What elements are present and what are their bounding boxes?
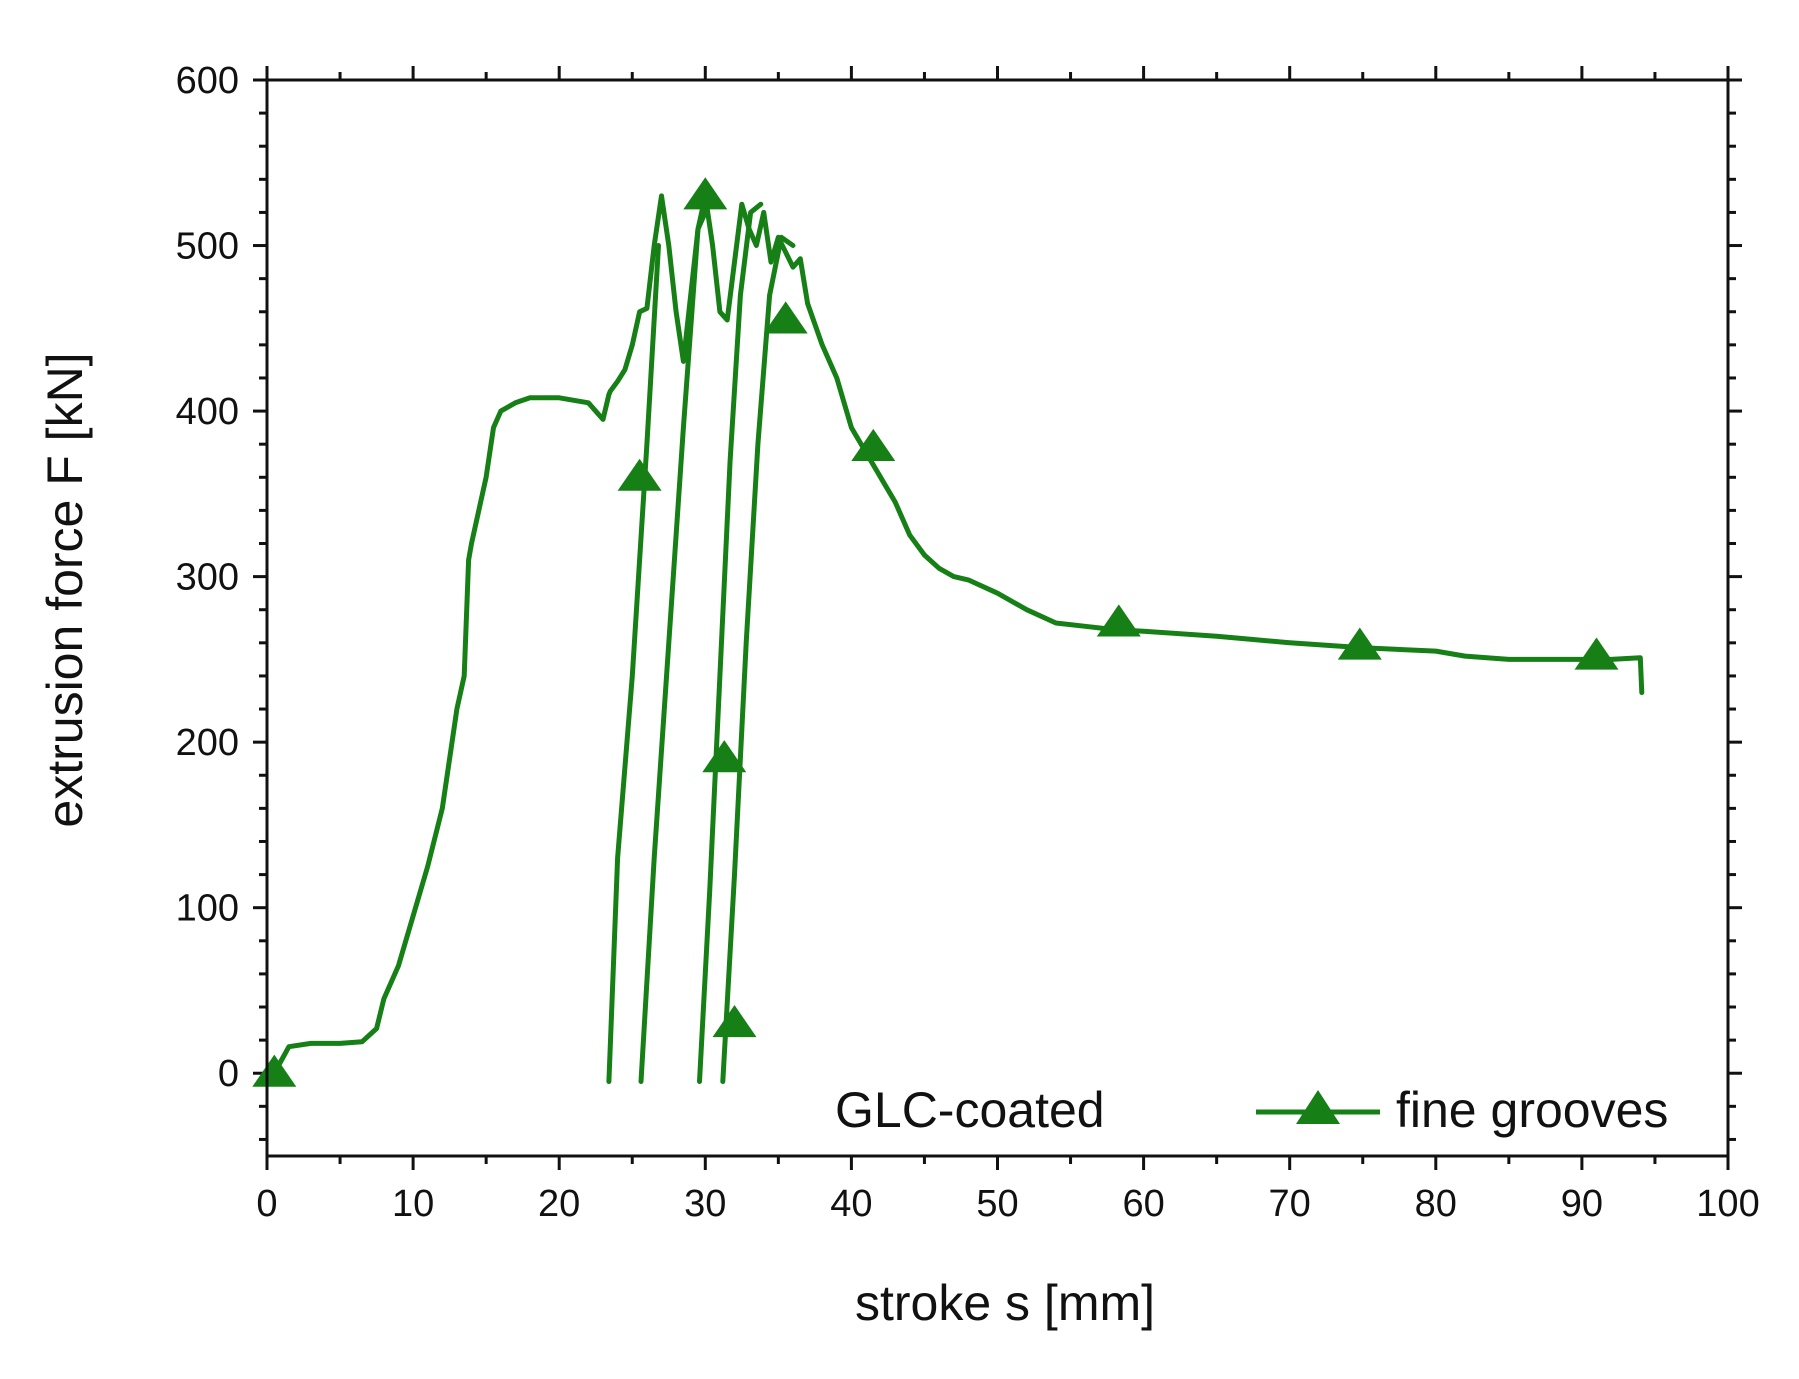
series-line-spike xyxy=(606,243,661,1084)
legend-label: fine grooves xyxy=(1396,1082,1668,1138)
triangle-marker xyxy=(712,1005,757,1038)
x-tick-label: 60 xyxy=(1122,1183,1164,1225)
triangle-marker xyxy=(1574,637,1619,670)
annotation-glc-coated: GLC-coated xyxy=(835,1082,1105,1138)
y-tick-label: 500 xyxy=(176,226,239,268)
series-line-spike xyxy=(697,201,764,1084)
data-markers xyxy=(252,177,1619,1087)
y-tick-label: 100 xyxy=(176,888,239,930)
x-tick-label: 50 xyxy=(976,1183,1018,1225)
x-tick-label: 100 xyxy=(1696,1183,1759,1225)
triangle-marker xyxy=(252,1054,297,1087)
x-tick-label: 70 xyxy=(1269,1183,1311,1225)
series-line-spike xyxy=(638,193,716,1084)
y-tick-label: 0 xyxy=(218,1053,239,1095)
x-axis-title: stroke s [mm] xyxy=(855,1275,1155,1331)
triangle-marker xyxy=(1096,604,1141,637)
triangle-marker xyxy=(851,428,896,461)
triangle-marker xyxy=(702,740,747,773)
series-line-fine-grooves xyxy=(264,193,1645,1076)
x-tick-label: 40 xyxy=(830,1183,872,1225)
legend: fine grooves xyxy=(1256,1082,1668,1138)
x-tick-label: 80 xyxy=(1415,1183,1457,1225)
plot-frame xyxy=(265,78,1730,1158)
x-tick-label: 10 xyxy=(392,1183,434,1225)
y-axis-title: extrusion force F [kN] xyxy=(37,352,93,827)
x-tick-label: 0 xyxy=(256,1183,277,1225)
x-tick-label: 30 xyxy=(684,1183,726,1225)
triangle-marker xyxy=(763,301,808,334)
triangle-marker xyxy=(683,177,728,210)
y-tick-label: 200 xyxy=(176,722,239,764)
y-tick-label: 600 xyxy=(176,60,239,102)
y-tick-label: 300 xyxy=(176,557,239,599)
axis-ticks xyxy=(253,66,1742,1170)
legend-triangle-icon xyxy=(1296,1090,1340,1124)
series-line-spike xyxy=(720,234,796,1084)
x-tick-label: 90 xyxy=(1561,1183,1603,1225)
x-tick-label: 20 xyxy=(538,1183,580,1225)
data-series xyxy=(264,193,1645,1084)
tick-labels: 0 10 20 30 40 50 60 70 80 90 100 0 100 200 300 400 500 60… xyxy=(176,60,1760,1225)
triangle-marker xyxy=(1337,627,1382,660)
y-tick-label: 400 xyxy=(176,391,239,433)
triangle-marker xyxy=(617,458,662,491)
